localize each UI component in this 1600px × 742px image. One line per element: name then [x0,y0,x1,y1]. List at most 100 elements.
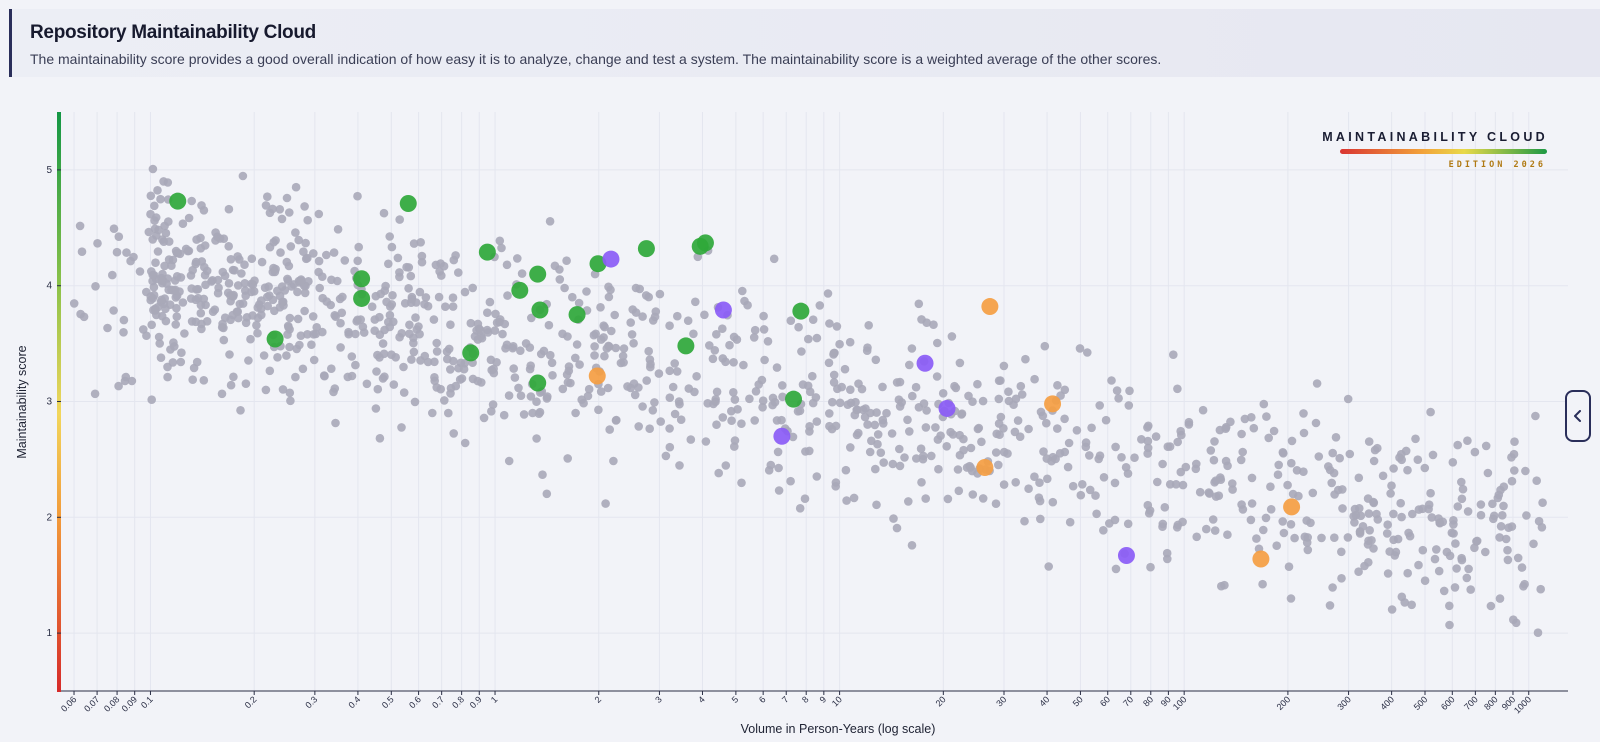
x-tick-label: 0.9 [468,694,484,710]
background-point [1290,533,1299,543]
background-point [1048,497,1058,507]
background-point [199,294,209,304]
background-point [199,206,209,215]
background-point [656,417,665,426]
highlight-point-series-1[interactable] [169,192,187,210]
background-point [1411,434,1420,444]
background-point [1171,480,1181,489]
background-point [1017,390,1027,399]
background-point [460,287,470,297]
highlight-point-series-2[interactable] [1117,547,1135,565]
highlight-point-series-2[interactable] [714,301,732,319]
highlight-point-series-1[interactable] [637,240,655,258]
background-point [144,227,154,237]
panel-toggle-button[interactable] [1565,390,1591,442]
highlight-point-series-2[interactable] [773,427,791,445]
highlight-point-series-3[interactable] [976,459,994,477]
background-point [1036,514,1045,524]
highlight-point-series-1[interactable] [785,390,803,408]
background-point [261,385,271,395]
background-point [404,284,413,293]
background-point [172,312,182,321]
background-point [672,367,682,376]
highlight-point-series-2[interactable] [916,354,934,372]
background-point [156,194,165,204]
x-tick-label: 1000 [1512,694,1533,715]
background-point [217,389,227,399]
background-point [778,381,787,390]
background-point [1259,399,1269,409]
background-point [959,445,968,455]
background-point [121,372,131,382]
highlight-point-series-1[interactable] [353,270,371,288]
background-point [1522,511,1531,520]
highlight-point-series-1[interactable] [353,289,371,307]
background-point [226,315,235,325]
background-point [655,289,665,299]
background-point [863,420,872,429]
background-point [1146,562,1155,572]
background-point [1533,628,1543,637]
highlight-point-series-1[interactable] [529,265,547,283]
highlight-point-series-1[interactable] [462,344,480,362]
background-point [1430,554,1440,564]
background-point [835,398,845,408]
background-point [249,287,259,296]
background-point [1367,536,1376,545]
background-point [729,358,738,367]
background-point [1498,511,1507,520]
background-point [380,325,389,335]
highlight-point-series-3[interactable] [588,367,606,385]
background-point [230,266,239,275]
highlight-point-series-1[interactable] [531,301,549,319]
background-point [423,357,433,367]
background-point [1112,386,1122,395]
highlight-point-series-1[interactable] [589,255,607,273]
background-point [1382,529,1392,538]
background-point [590,351,599,360]
background-point [509,364,518,373]
highlight-point-series-2[interactable] [938,399,956,417]
highlight-point-series-3[interactable] [1252,550,1270,568]
background-point [582,287,591,296]
highlight-point-series-1[interactable] [511,281,529,299]
background-point [1092,509,1101,519]
background-point [387,242,397,252]
background-point [448,302,458,311]
background-point [300,306,309,316]
y-tick-label: 2 [46,512,52,523]
background-point [1299,467,1308,477]
background-point [312,323,322,332]
highlight-point-series-3[interactable] [981,298,999,316]
highlight-point-series-2[interactable] [602,250,620,268]
background-point [1451,539,1460,548]
highlight-point-series-1[interactable] [266,330,284,348]
background-point [812,472,822,481]
highlight-point-series-3[interactable] [1283,498,1301,516]
background-point [293,314,303,324]
highlight-point-series-1[interactable] [529,374,547,392]
background-point [974,423,984,433]
background-point [1238,505,1248,514]
background-point [456,358,466,368]
background-point [1051,454,1060,464]
background-point [1237,429,1246,439]
background-point [327,364,336,374]
highlight-point-series-3[interactable] [1044,395,1062,413]
highlight-point-series-1[interactable] [478,243,496,261]
background-point [917,478,926,487]
highlight-point-series-1[interactable] [399,194,417,212]
highlight-point-series-1[interactable] [696,234,714,252]
background-point [1335,453,1344,463]
background-point [1383,569,1393,578]
background-point [852,430,862,440]
background-point [611,416,621,425]
highlight-point-series-1[interactable] [568,306,586,324]
highlight-point-series-1[interactable] [792,302,810,320]
background-point [278,385,288,394]
background-point [1184,417,1194,427]
highlight-point-series-1[interactable] [677,337,695,355]
background-point [353,191,362,201]
background-point [156,353,166,363]
background-point [579,398,588,408]
